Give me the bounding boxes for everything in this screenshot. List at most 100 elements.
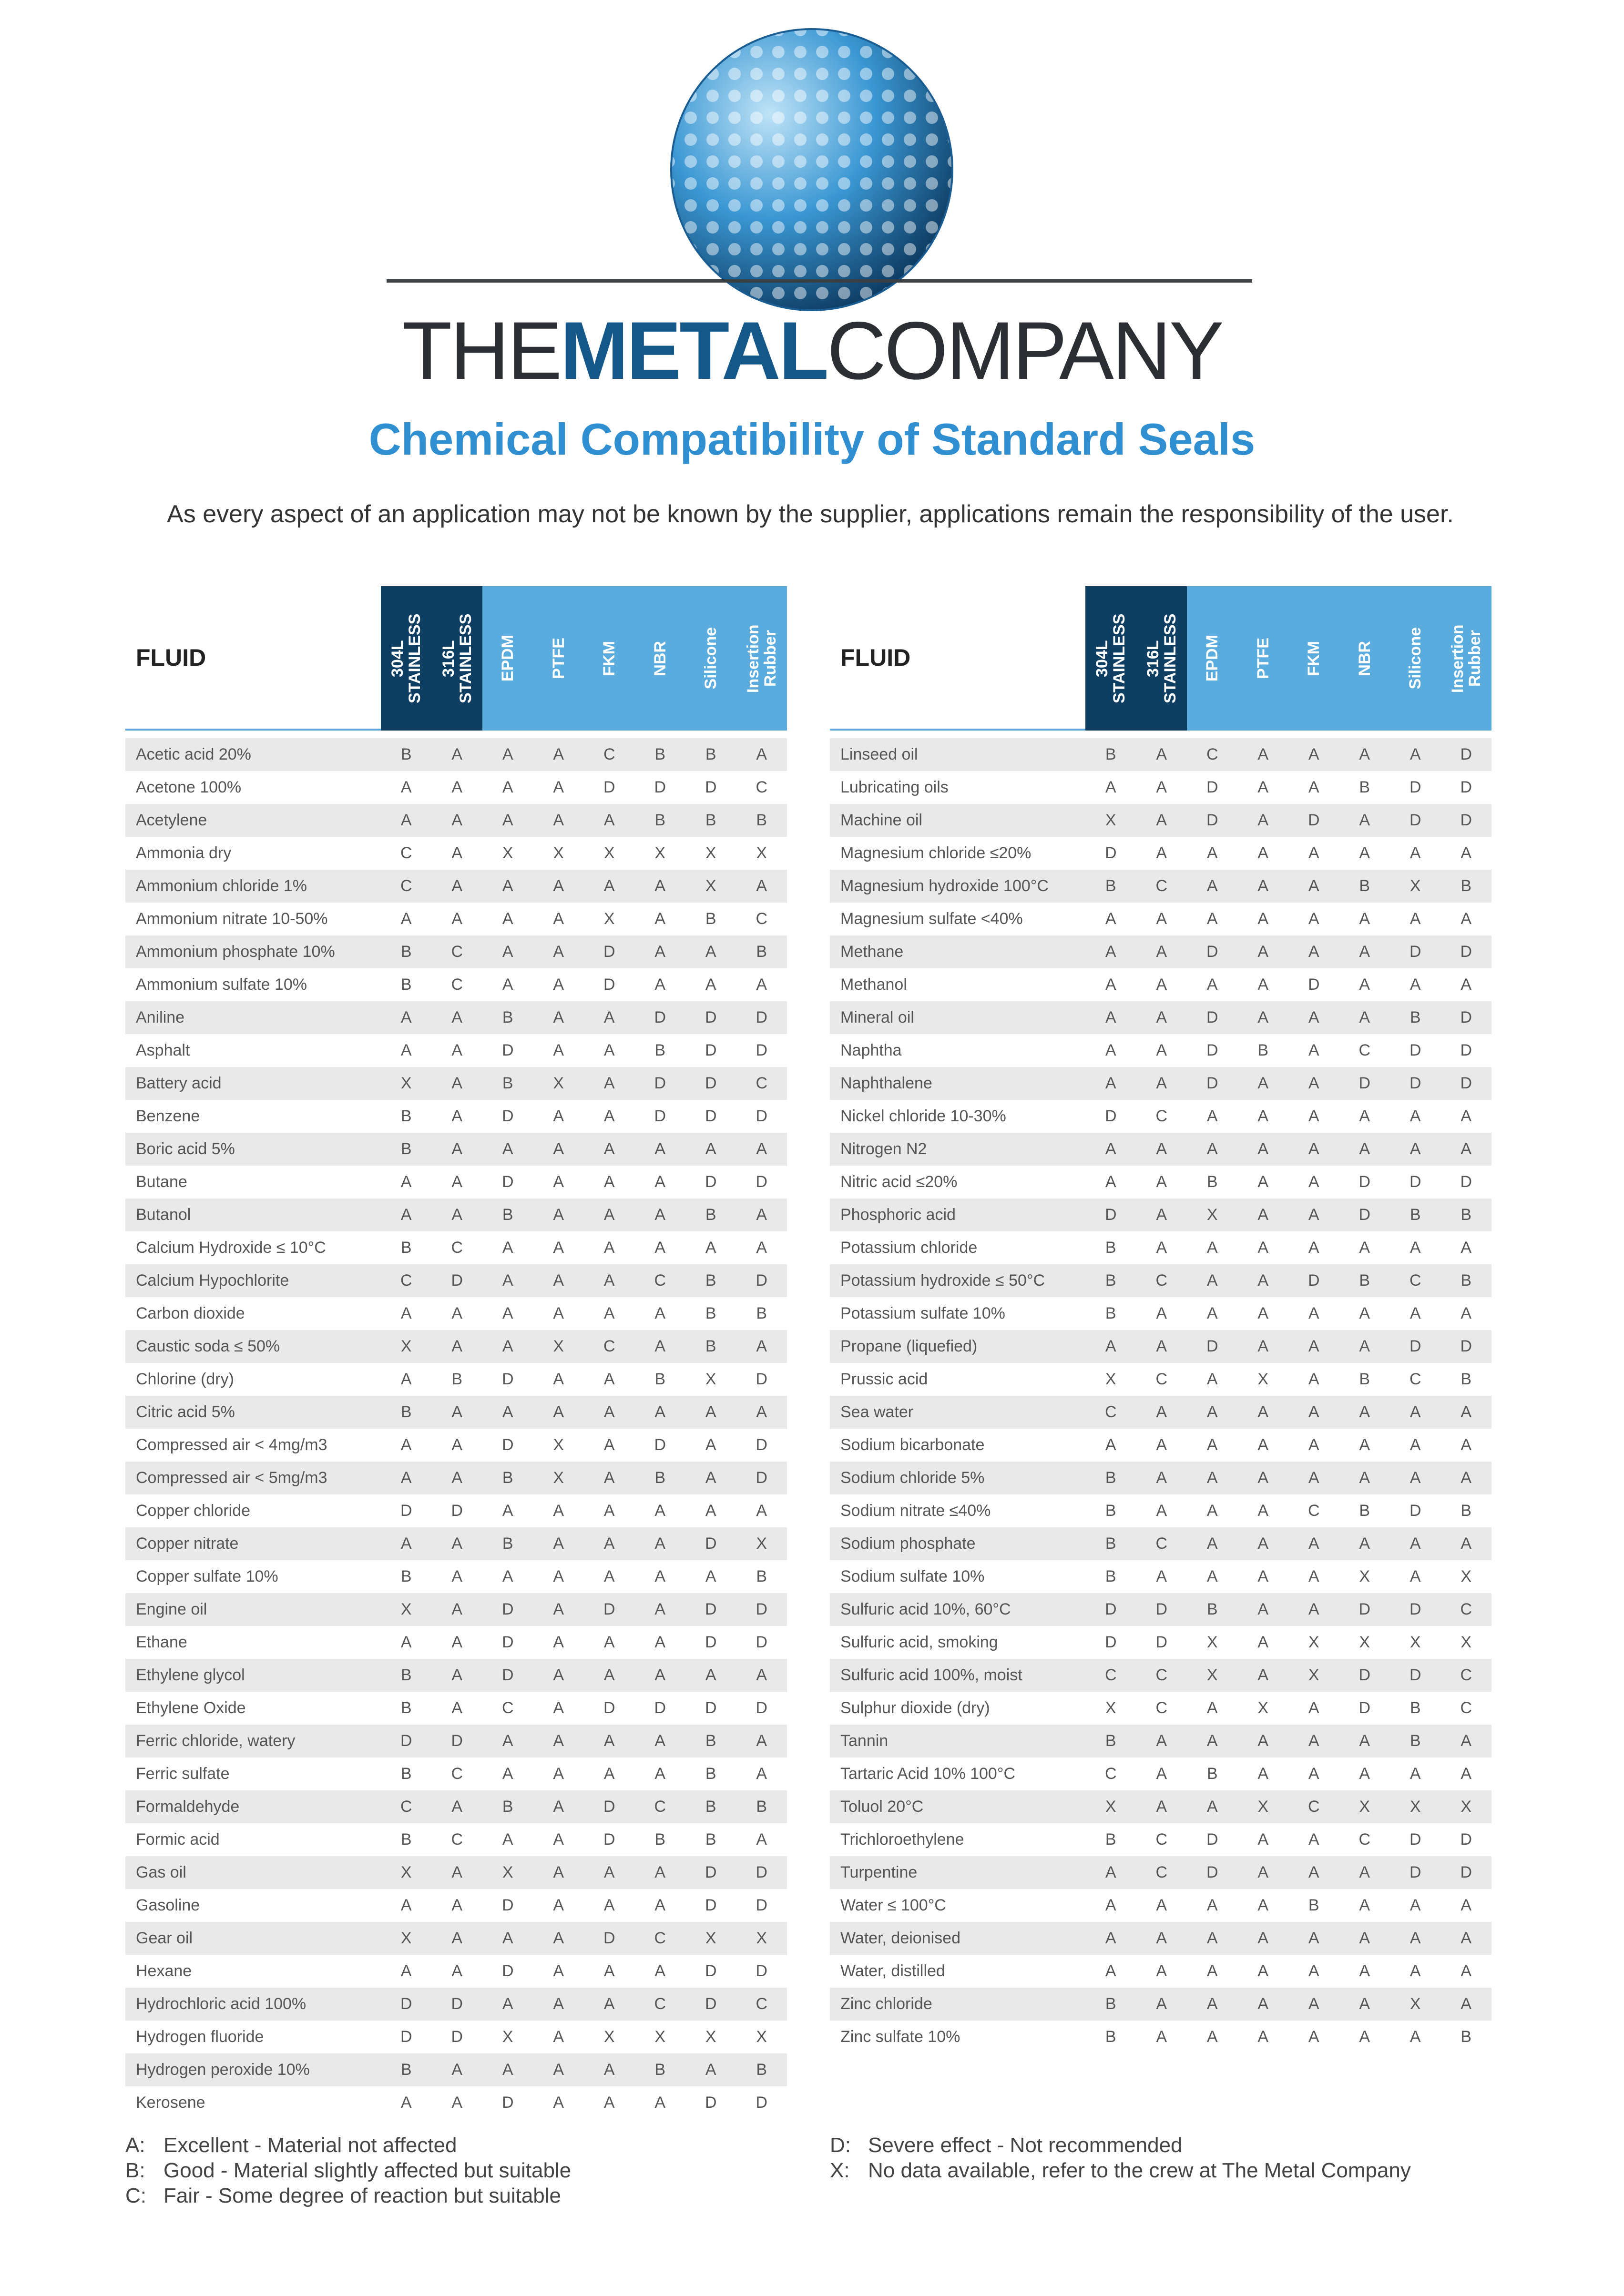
rating: A (1410, 1534, 1421, 1553)
rating: D (501, 1436, 514, 1454)
table-row: Calcium Hypochlorite C D A A A C B D (125, 1264, 787, 1297)
rating: A (603, 1567, 615, 1585)
rating: A (553, 2061, 564, 2079)
rating: B (1105, 1239, 1116, 1257)
table-row: Toluol 20°C X A A X C X X X (830, 1790, 1491, 1823)
rating: A (1156, 1206, 1167, 1224)
rating: X (756, 844, 767, 862)
table-row: Hydrogen peroxide 10% B A A A A B A B (125, 2053, 787, 2086)
rating: A (1257, 1666, 1269, 1684)
rating: X (400, 1337, 412, 1355)
rating: D (400, 2028, 412, 2046)
fluid-name: Nitrogen N2 (840, 1140, 927, 1158)
rating: B (705, 1206, 716, 1224)
rating: D (756, 1041, 768, 1059)
rating: A (451, 1962, 463, 1980)
rating: A (603, 1304, 615, 1322)
rating: A (756, 1502, 767, 1520)
rating: A (1156, 844, 1167, 862)
table-row: Ammonium chloride 1% C A A A A A X A (125, 870, 787, 903)
rating: B (400, 1567, 412, 1585)
rating: A (400, 1896, 412, 1914)
fluid-name: Sodium sulfate 10% (840, 1567, 985, 1585)
compat-table: FLUID 304L STAINLESS 316L STAINLESS EPDM PTF… (830, 586, 1491, 2053)
rating: A (1359, 1107, 1370, 1125)
rating: A (603, 1469, 615, 1487)
rating: A (1359, 1469, 1370, 1487)
fluid-name: Nickel chloride 10-30% (840, 1107, 1006, 1125)
rating: A (1156, 1403, 1167, 1421)
rating: C (603, 745, 615, 763)
rating: B (756, 943, 767, 961)
rating: A (756, 1140, 767, 1158)
rating: A (603, 1732, 615, 1750)
rating: B (1206, 1600, 1218, 1618)
rating: A (451, 1008, 463, 1026)
rating: A (1308, 1929, 1319, 1947)
table-row: Gasoline A A D A A A D D (125, 1889, 787, 1922)
rating: D (603, 1798, 615, 1816)
column-label: Insertion Rubber (1448, 624, 1484, 693)
rating: A (1257, 1206, 1269, 1224)
column-header: FKM (1288, 586, 1339, 731)
rating: A (1461, 1239, 1472, 1257)
rating: C (1460, 1600, 1472, 1618)
rating: A (1410, 1469, 1421, 1487)
rating: B (705, 1830, 716, 1849)
rating: A (1461, 1403, 1472, 1421)
rating: D (1358, 1074, 1371, 1092)
rating: X (553, 1074, 564, 1092)
rating: D (1460, 943, 1472, 961)
rating: C (1307, 1798, 1320, 1816)
rating: A (603, 1140, 615, 1158)
rating: C (1155, 1666, 1168, 1684)
rating: A (1206, 1962, 1218, 1980)
rating: D (451, 1502, 463, 1520)
rating: A (451, 1633, 463, 1651)
rating: A (1105, 1863, 1116, 1881)
fluid-name: Copper sulfate 10% (136, 1567, 278, 1585)
legend-item: X: No data available, refer to the crew a… (830, 2158, 1411, 2183)
rating: D (1409, 1863, 1421, 1881)
rating: A (603, 811, 615, 829)
rating: A (502, 1732, 513, 1750)
rating: D (1206, 1074, 1218, 1092)
rating: B (1105, 1502, 1116, 1520)
rating: C (654, 1995, 666, 2013)
table-row: Aniline A A B A A D D D (125, 1001, 787, 1034)
column-label: Silicone (1406, 627, 1425, 690)
rating: A (502, 1140, 513, 1158)
rating: A (1359, 1140, 1370, 1158)
rating: A (1206, 2028, 1218, 2046)
rating: X (1257, 1798, 1269, 1816)
table-row: Hydrochloric acid 100% D D A A A C D C (125, 1988, 787, 2021)
fluid-name: Calcium Hydroxide ≤ 10°C (136, 1239, 326, 1257)
rating: B (705, 1337, 716, 1355)
table-row: Water ≤ 100°C A A A A B A A A (830, 1889, 1491, 1922)
column-header: Silicone (1390, 586, 1441, 731)
rating: B (400, 1403, 412, 1421)
rating: D (1155, 1600, 1168, 1618)
rating: A (502, 1995, 513, 2013)
table-row: Hydrogen fluoride D D X A X X X X (125, 2021, 787, 2053)
fluid-name: Ferric sulfate (136, 1765, 230, 1783)
rating: B (654, 1041, 666, 1059)
rating: A (654, 1206, 666, 1224)
rating: A (1257, 811, 1269, 829)
logo-part: THE (402, 305, 562, 396)
rating: A (654, 877, 666, 895)
rating: C (1460, 1666, 1472, 1684)
rating: A (1206, 910, 1218, 928)
fluid-name: Formaldehyde (136, 1798, 240, 1816)
legend-item: B: Good - Material slightly affected but … (125, 2158, 571, 2183)
rating: X (1105, 1370, 1116, 1388)
rating: D (705, 1863, 717, 1881)
rating: D (756, 1370, 768, 1388)
rating: A (756, 1239, 767, 1257)
rating: A (502, 1271, 513, 1290)
rating: X (1461, 1567, 1472, 1585)
rating: A (1359, 1732, 1370, 1750)
rating: A (1257, 1436, 1269, 1454)
rating: A (1156, 1337, 1167, 1355)
fluid-name: Sulfuric acid, smoking (840, 1633, 998, 1651)
